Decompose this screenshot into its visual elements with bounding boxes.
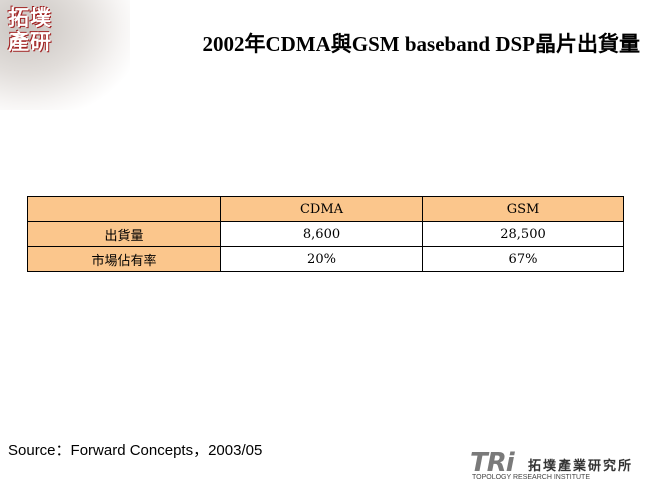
- slide-title: 2002年CDMA與GSM baseband DSP晶片出貨量: [202, 32, 640, 56]
- corner-cell: [27, 196, 221, 222]
- header-row: CDMA GSM: [27, 196, 624, 222]
- data-table: CDMA GSM 出貨量 8,600 28,500 市場佔有率 20% 67%: [27, 196, 624, 272]
- logo-text: 拓墣: [8, 5, 52, 30]
- row-header: 出貨量: [27, 221, 221, 247]
- footer-brand: TRi: [470, 448, 515, 478]
- source-note: Source：Forward Concepts，2003/05: [8, 442, 263, 459]
- table-cell: 8,600: [220, 221, 423, 247]
- column-header: GSM: [422, 196, 624, 222]
- table-cell: 67%: [422, 246, 624, 272]
- logo: 拓墣 產研: [0, 0, 130, 110]
- table-cell: 20%: [220, 246, 423, 272]
- table-row: 出貨量 8,600 28,500: [27, 221, 624, 247]
- footer-subtitle: TOPOLOGY RESEARCH INSTITUTE: [472, 474, 590, 481]
- table-cell: 28,500: [422, 221, 624, 247]
- row-header: 市場佔有率: [27, 246, 221, 272]
- logo-text: 產研: [8, 29, 52, 54]
- column-header: CDMA: [220, 196, 423, 222]
- table-row: 市場佔有率 20% 67%: [27, 246, 624, 272]
- footer-name: 拓墣產業研究所: [528, 458, 634, 473]
